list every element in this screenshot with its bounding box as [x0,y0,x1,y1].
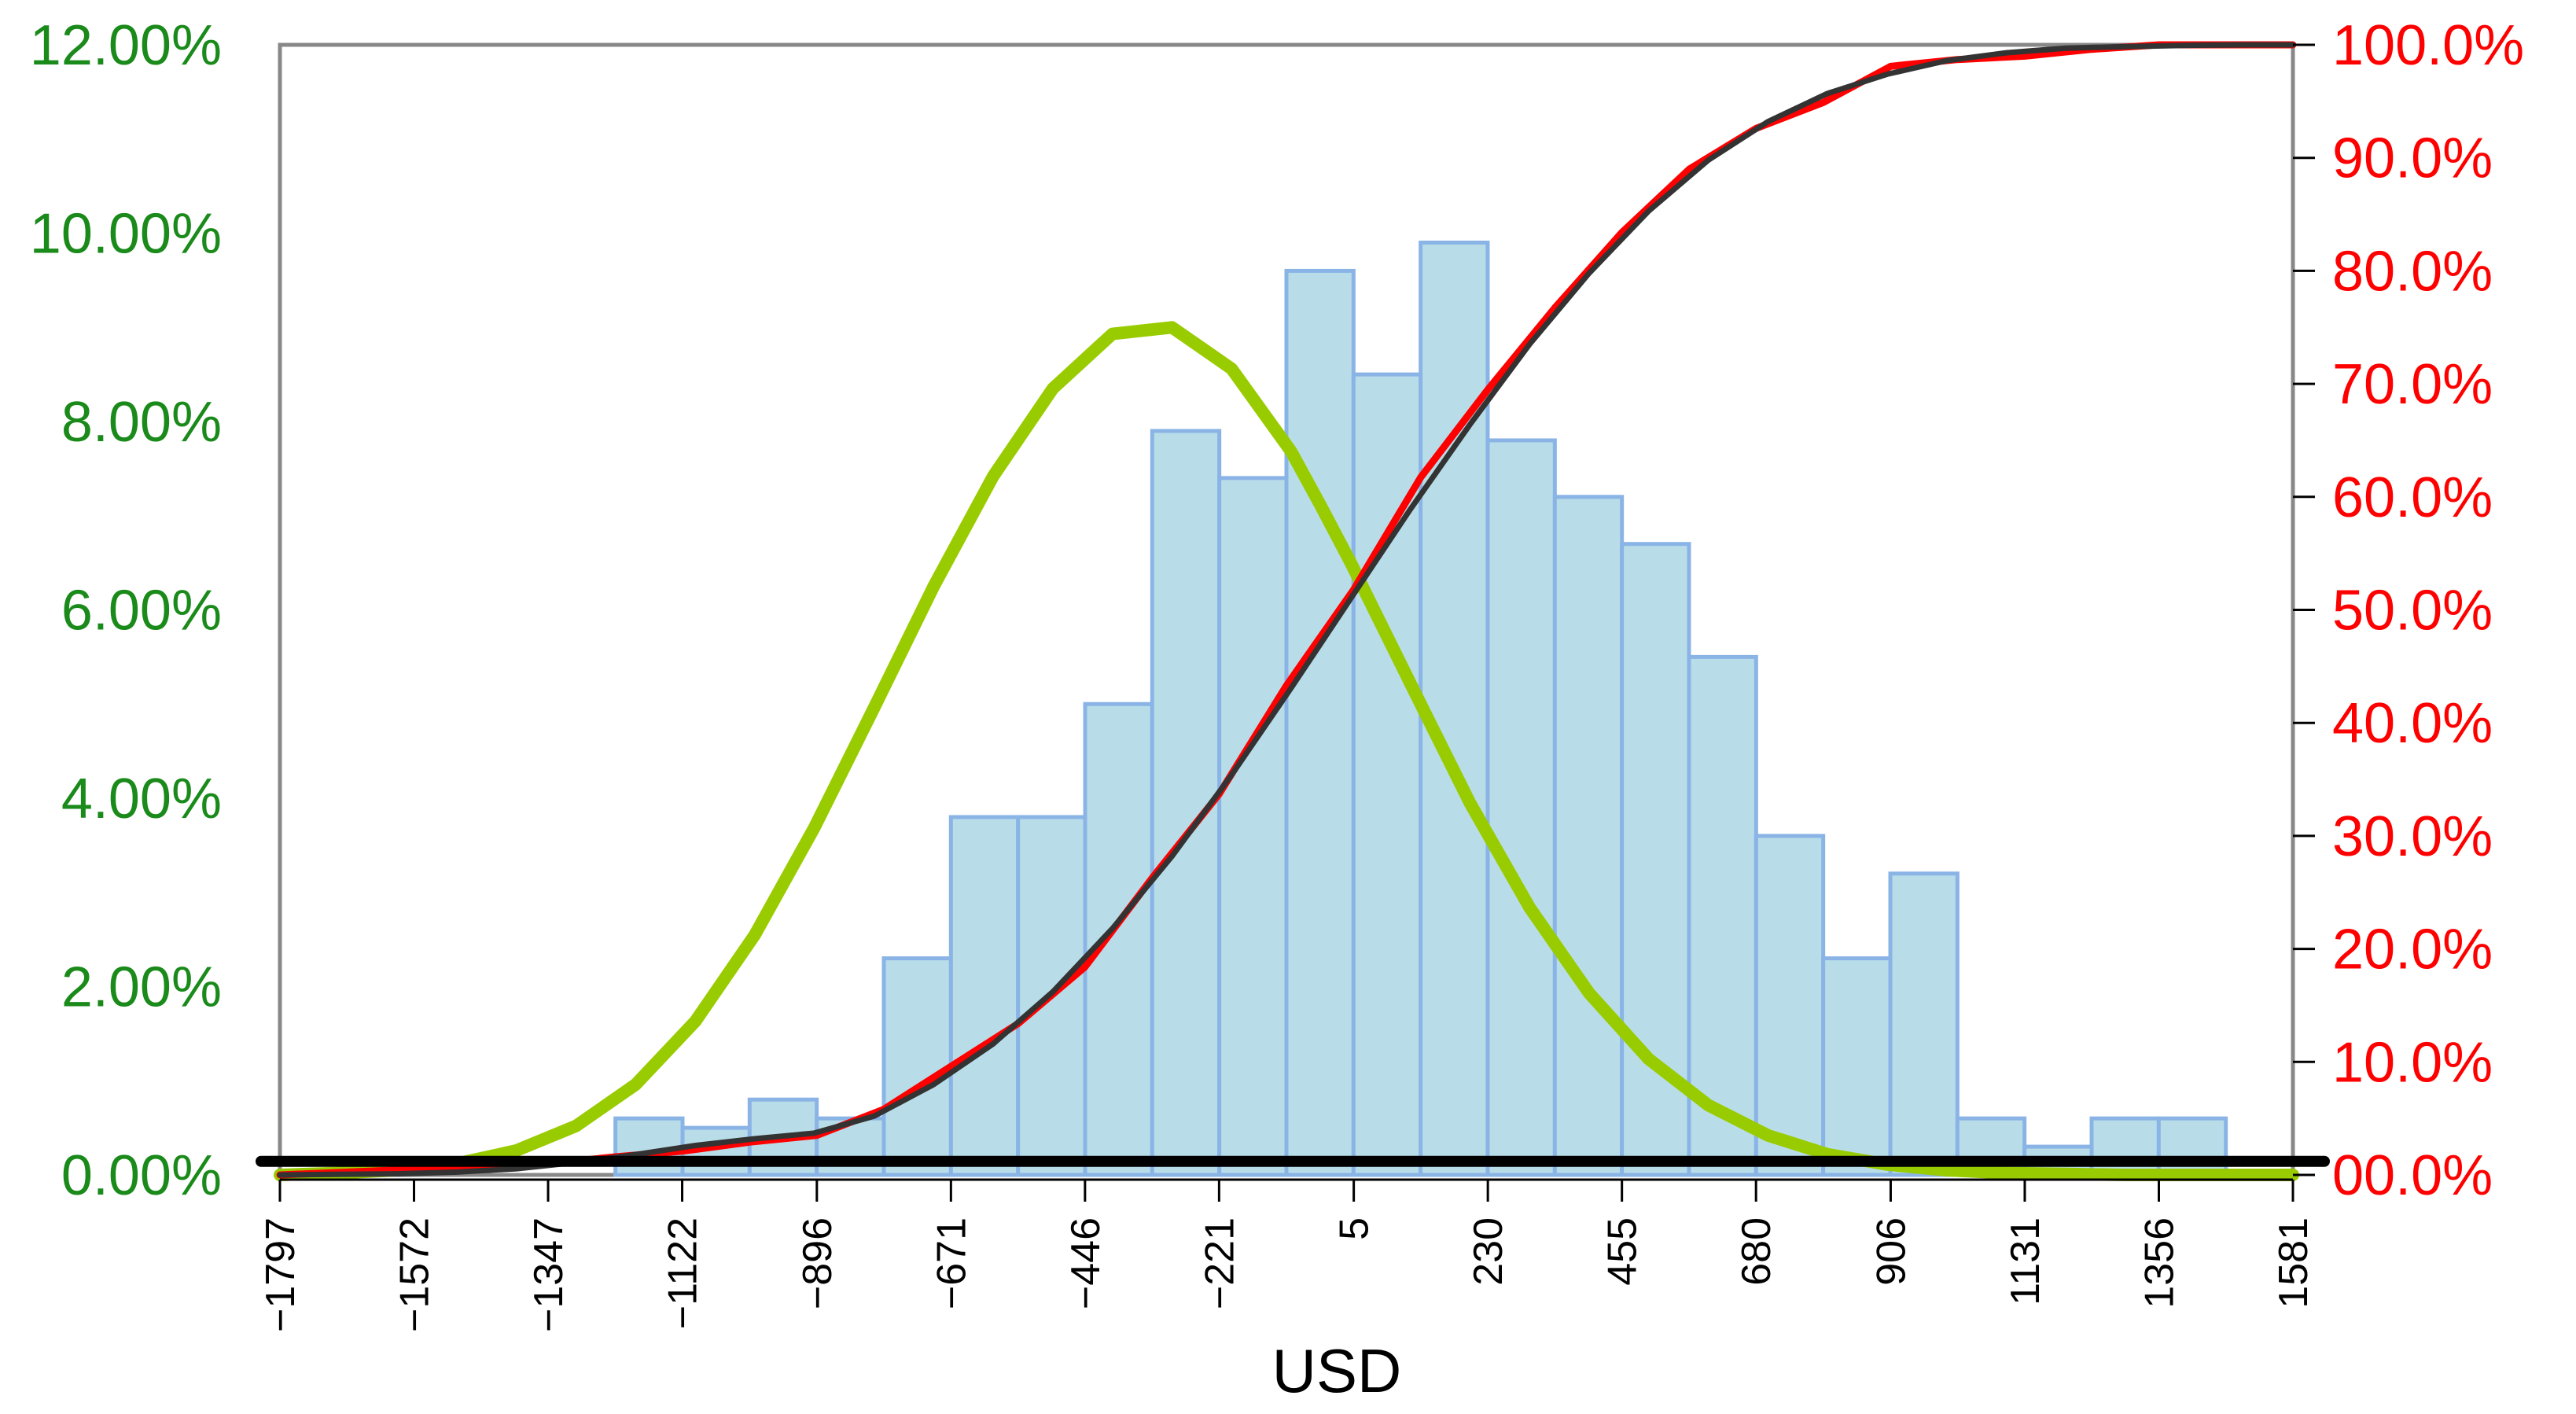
x-axis-ticks: −1797 −1572 −1347 −1122 −896 −671 −446 −221 5 230… [258,1178,2317,1332]
x-tick-label: 230 [1466,1217,1511,1286]
x-tick-label: −221 [1197,1217,1242,1309]
left-tick-label: 12.00% [30,14,222,77]
histogram-bar [1150,429,1222,1177]
left-tick-label: 10.00% [30,203,222,266]
left-tick-label: 2.00% [61,956,222,1019]
right-tick-label: 70.0% [2332,353,2493,416]
x-tick-label: 906 [1868,1217,1914,1286]
histogram-bar [1217,476,1289,1177]
x-tick-label: 1356 [2136,1217,2182,1309]
right-tick-label: 80.0% [2332,240,2493,303]
histogram-bar [1419,240,1490,1177]
right-tick-label: 60.0% [2332,466,2493,529]
x-tick-label: 455 [1600,1217,1646,1286]
left-tick-label: 0.00% [61,1144,222,1207]
x-tick-label: 1131 [2003,1217,2048,1305]
histogram-bar [1888,871,1960,1177]
histogram-bar [1754,834,1826,1177]
x-tick-label: 5 [1332,1217,1378,1240]
left-tick-label: 4.00% [61,768,222,830]
right-tick-label: 40.0% [2332,692,2493,755]
histogram-bar [1083,701,1154,1177]
right-tick-label: 50.0% [2332,580,2493,643]
right-axis-ticks: 00.0% 10.0% 20.0% 30.0% 40.0% 50.0% 60.0% 70.0%… [2293,14,2524,1207]
right-tick-label: 20.0% [2332,919,2493,981]
x-tick-label: 1581 [2271,1217,2317,1309]
right-tick-label: 00.0% [2332,1144,2493,1207]
x-tick-label: −671 [929,1217,974,1309]
histogram-bar [1552,495,1625,1177]
x-tick-label: −1797 [258,1217,304,1332]
histogram-bar [1016,815,1087,1177]
right-tick-label: 10.0% [2332,1031,2493,1094]
histogram-bars [613,240,2228,1177]
right-tick-label: 100.0% [2332,14,2524,77]
x-tick-label: −1122 [661,1217,706,1329]
left-tick-label: 8.00% [61,391,222,454]
right-tick-label: 30.0% [2332,805,2493,868]
right-tick-label: 90.0% [2332,127,2493,190]
left-tick-label: 6.00% [61,580,222,643]
x-axis-title: USD [1272,1336,1402,1405]
x-tick-label: −1347 [526,1217,572,1332]
histogram-bar [1821,956,1893,1177]
x-tick-label: −896 [795,1217,841,1309]
histogram-bar [881,956,953,1177]
histogram-bar [948,815,1021,1177]
left-axis-ticks: 0.00% 2.00% 4.00% 6.00% 8.00% 10.00% 12.00% [30,14,222,1207]
x-tick-label: −446 [1063,1217,1109,1309]
normal-density-curve [274,321,2299,1181]
histogram-bar [1485,438,1557,1177]
x-tick-label: −1572 [392,1217,438,1332]
series-lines [256,41,2330,1181]
histogram-bar [1284,268,1356,1177]
x-tick-label: 680 [1734,1217,1779,1286]
